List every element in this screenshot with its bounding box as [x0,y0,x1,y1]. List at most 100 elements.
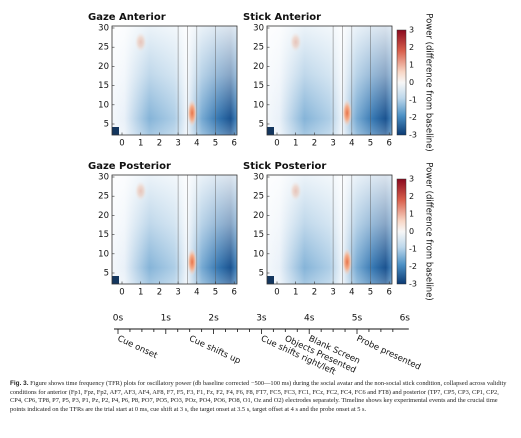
x-tick-label: 2 [312,139,317,149]
colorbar-tick-label: -1 [409,96,417,105]
timeline-tick-label: 5s [352,314,363,324]
heatmap-blob [289,32,302,52]
timeline-tick-label: 1s [161,314,172,324]
y-tick-label: 10 [98,100,109,110]
x-tick-label: 3 [175,288,180,298]
y-tick-label: 15 [253,81,264,91]
y-tick-label: 5 [104,269,109,279]
y-tick-label: 5 [104,120,109,130]
x-tick-label: 0 [119,139,124,149]
y-tick-label: 5 [259,120,264,130]
x-tick-label: 5 [213,139,218,149]
heatmap-blob [342,99,353,127]
colorbar-tick-label: -1 [409,245,417,254]
y-tick-label: 10 [253,100,264,110]
x-tick-label: 0 [274,288,279,298]
x-tick-label: 6 [231,139,236,149]
plot-frame [111,174,238,285]
x-tick-label: 3 [175,139,180,149]
y-tick-label: 25 [253,192,264,202]
y-tick-label: 25 [98,43,109,53]
heatmap-blob [289,181,302,201]
panel-title: Stick Posterior [243,161,326,172]
plot-frame [111,25,238,136]
x-tick-label: 4 [349,288,354,298]
heatmap-blob [187,248,198,276]
x-tick-label: 6 [386,139,391,149]
x-tick-label: 4 [194,139,199,149]
heatmap-blob [187,99,198,127]
colorbar-tick-label: 2 [409,43,414,52]
y-tick-label: 30 [98,24,109,34]
colorbar-tick-label: -2 [409,262,417,271]
x-tick-label: 6 [386,288,391,298]
x-tick-label: 5 [368,288,373,298]
colorbar-tick-label: -3 [409,131,417,140]
y-tick-label: 5 [259,269,264,279]
heatmap-fade [112,26,237,135]
y-tick-label: 20 [98,62,109,72]
plot-frame [266,25,393,136]
baseline-patch [267,127,274,135]
heatmap-fade [267,175,392,284]
y-tick-label: 20 [253,62,264,72]
timeline-tick-label: 4s [304,314,315,324]
y-tick-label: 20 [98,211,109,221]
colorbar-tick-label: 3 [409,26,414,35]
colorbar-tick-label: 2 [409,192,414,201]
colorbar-tick-label: 0 [409,227,414,236]
timeline-event: Cue shifts up [187,334,242,367]
heatmap-blob [342,248,353,276]
colorbar-tick-label: 1 [409,210,414,219]
baseline-patch [112,276,119,284]
x-tick-label: 1 [293,139,298,149]
x-tick-label: 1 [138,288,143,298]
heatmap-fade [267,26,392,135]
x-tick-label: 3 [330,288,335,298]
x-tick-label: 4 [349,139,354,149]
x-tick-label: 2 [312,288,317,298]
y-tick-label: 30 [253,173,264,183]
y-tick-label: 10 [98,249,109,259]
colorbar-tick-label: 0 [409,78,414,87]
timeline-tick-label: 0s [113,314,124,324]
colorbar-tick-label: -2 [409,113,417,122]
panel-title: Gaze Anterior [88,12,166,23]
timeline-tick-label: 6s [400,314,411,324]
x-tick-label: 4 [194,288,199,298]
baseline-patch [112,127,119,135]
y-tick-label: 20 [253,211,264,221]
x-tick-label: 2 [157,139,162,149]
panel-title: Gaze Posterior [88,161,171,172]
timeline-event: Probe presented [355,334,422,373]
timeline-tick-label: 3s [256,314,267,324]
colorbar-label: Power (difference from baseline) [424,13,434,152]
y-tick-label: 30 [253,24,264,34]
x-tick-label: 5 [213,288,218,298]
timeline-tick-label: 2s [208,314,219,324]
y-tick-label: 30 [98,173,109,183]
colorbar-label: Power (difference from baseline) [424,162,434,301]
y-tick-label: 10 [253,249,264,259]
x-tick-label: 6 [231,288,236,298]
x-tick-label: 1 [293,288,298,298]
colorbar [396,178,407,285]
x-tick-label: 0 [274,139,279,149]
caption-label: Fig. 3. [10,380,29,387]
colorbar [396,29,407,136]
heatmap-fade [112,175,237,284]
caption-text: Figure shows time frequency (TFR) plots … [10,380,507,413]
heatmap-blob [134,32,147,52]
colorbar-tick-label: 3 [409,175,414,184]
y-tick-label: 25 [98,192,109,202]
y-tick-label: 15 [253,230,264,240]
plot-frame [266,174,393,285]
x-tick-label: 0 [119,288,124,298]
timeline-event: Cue onset [116,334,160,361]
caption: Fig. 3. Figure shows time frequency (TFR… [10,380,510,414]
y-tick-label: 15 [98,230,109,240]
y-tick-label: 15 [98,81,109,91]
colorbar-tick-label: -3 [409,280,417,289]
